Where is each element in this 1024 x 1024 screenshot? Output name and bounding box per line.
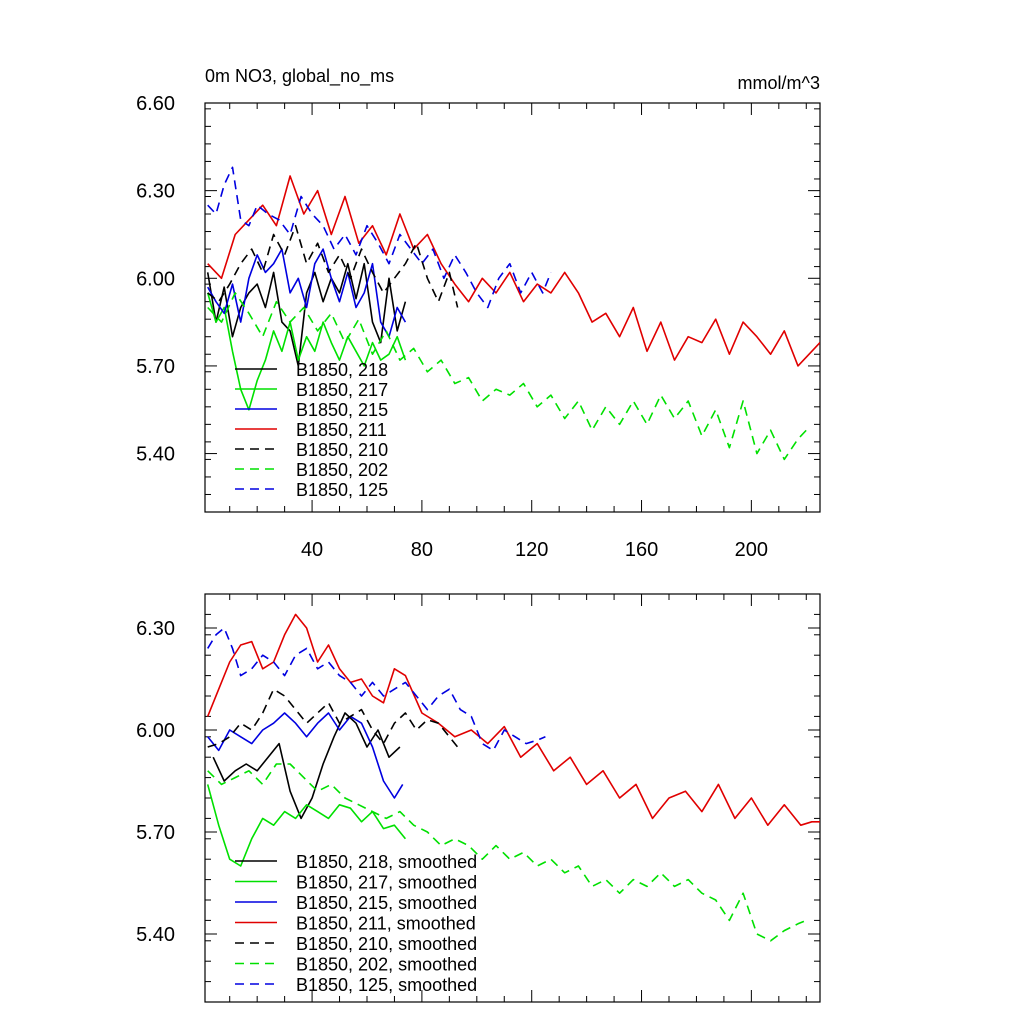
legend-label-b1850-211: B1850, 211 [296, 420, 387, 440]
legend-label-b1850-218-smoothed: B1850, 218, smoothed [296, 852, 477, 872]
x-tick-label: 160 [625, 539, 658, 561]
y-tick-label: 5.40 [136, 924, 175, 946]
legend-label-b1850-210: B1850, 210 [296, 440, 388, 460]
series-group [206, 613, 820, 942]
y-tick-label: 5.70 [136, 822, 175, 844]
series-line-b1850-215-smoothed [207, 712, 404, 799]
series-line-b1850-202-smoothed [207, 763, 807, 942]
series-line-b1850-210-smoothed [207, 688, 459, 748]
series-line-b1850-202 [207, 292, 807, 461]
series-line-b1850-211 [207, 175, 820, 367]
series-line-b1850-211-smoothed [206, 613, 820, 827]
y-tick-label: 6.60 [136, 93, 175, 115]
series-line-b1850-218-smoothed [212, 712, 401, 820]
series-line-b1850-218 [206, 262, 407, 367]
x-tick-label: 80 [411, 539, 433, 561]
legend-label-b1850-125: B1850, 125 [296, 480, 388, 500]
x-tick-label: 120 [515, 539, 548, 561]
series-line-b1850-210 [207, 224, 459, 308]
y-tick-label: 6.00 [136, 268, 175, 290]
chart-title: 0m NO3, global_no_ms [205, 66, 394, 87]
x-tick-label: 200 [735, 539, 768, 561]
legend-label-b1850-217-smoothed: B1850, 217, smoothed [296, 873, 477, 893]
series-line-b1850-215 [207, 248, 407, 338]
plot-frame [204, 102, 821, 513]
legend-label-b1850-215: B1850, 215 [296, 400, 388, 420]
y-tick-label: 6.30 [136, 181, 175, 203]
y-tick-label: 5.70 [136, 356, 175, 378]
series-line-b1850-125 [207, 166, 552, 309]
legend-label-b1850-202: B1850, 202 [296, 460, 388, 480]
y-tick-label: 6.30 [136, 618, 175, 640]
legend-label-b1850-217: B1850, 217 [296, 380, 388, 400]
y-tick-label: 6.00 [136, 720, 175, 742]
legend-label-b1850-125-smoothed: B1850, 125, smoothed [296, 975, 477, 995]
legend-label-b1850-210-smoothed: B1850, 210, smoothed [296, 934, 477, 954]
y-tick-label: 5.40 [136, 444, 175, 466]
legend-label-b1850-211-smoothed: B1850, 211, smoothed [296, 914, 476, 934]
legend-label-b1850-215-smoothed: B1850, 215, smoothed [296, 893, 477, 913]
x-tick-label: 40 [301, 539, 323, 561]
series-line-b1850-125-smoothed [207, 627, 546, 752]
legend-label-b1850-202-smoothed: B1850, 202, smoothed [296, 955, 477, 975]
units-label: mmol/m^3 [738, 73, 820, 93]
legend-label-b1850-218: B1850, 218 [296, 360, 388, 380]
top-panel: 5.40 5.70 6.00 6.30 6.60 40 80 120 160 200 0m NO3,… [136, 66, 821, 561]
